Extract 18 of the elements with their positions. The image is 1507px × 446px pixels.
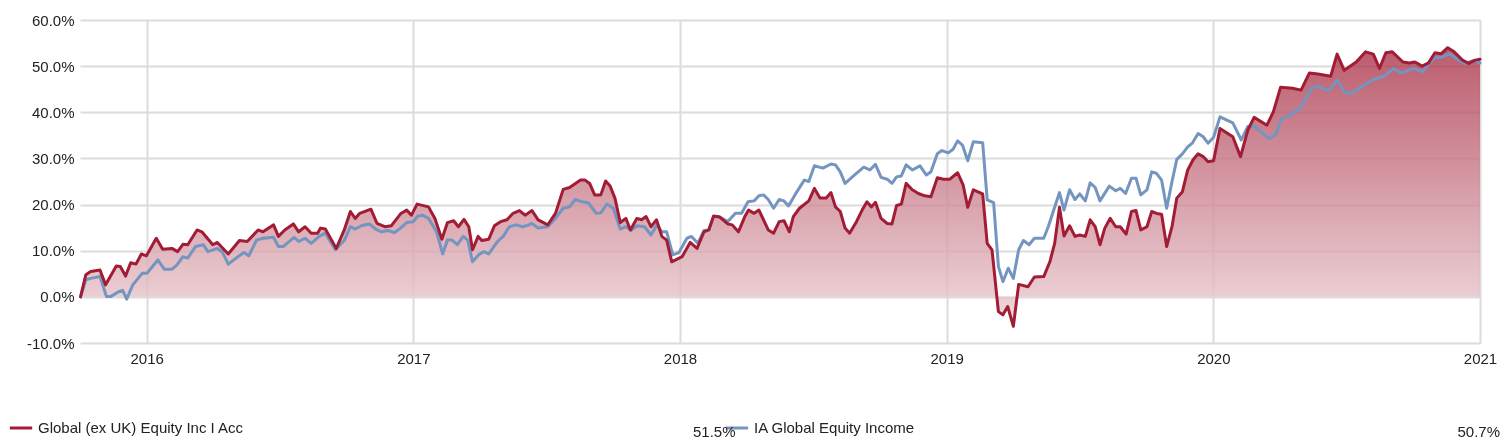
y-tick-label: 40.0% [31,103,75,121]
y-tick-label: -10.0% [26,334,75,352]
x-tick-label: 2020 [1197,349,1231,367]
x-tick-label: 2019 [930,349,964,367]
x-tick-label: 2016 [130,349,164,367]
legend-label: Global (ex UK) Equity Inc I Acc [38,419,244,436]
x-tick-label: 2018 [663,349,698,367]
text: 50.7% [1457,423,1500,440]
legend-label: IA Global Equity Income [754,419,915,436]
x-tick-label: 2017 [397,349,431,367]
y-tick-label: 20.0% [31,196,75,214]
y-tick-label: 0.0% [40,288,75,306]
y-tick-label: 30.0% [31,149,75,167]
text: 51.5% [693,423,736,440]
y-tick-label: 10.0% [31,242,75,260]
y-tick-label: 50.0% [31,57,75,75]
x-tick-label: 2021 [1463,349,1498,367]
y-tick-label: 60.0% [31,11,75,29]
